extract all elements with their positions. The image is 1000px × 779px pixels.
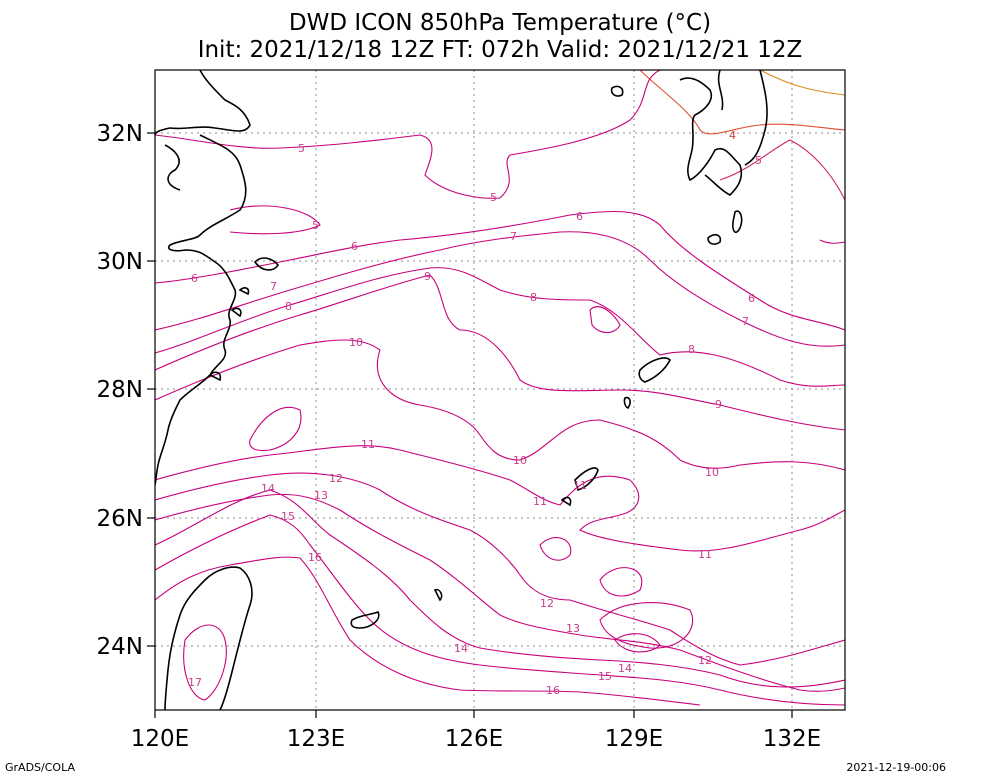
island-tanegashima <box>732 210 743 234</box>
plot-frame <box>154 69 846 711</box>
contour-label: 15 <box>281 510 295 523</box>
island-ryukyu-4 <box>623 396 631 410</box>
contour-label: 10 <box>513 454 527 467</box>
contour-label: 8 <box>530 291 537 304</box>
contour-11c <box>599 567 643 597</box>
contour-label: 16 <box>308 551 322 564</box>
contour-label: 11 <box>698 548 712 561</box>
contour-label: 12 <box>540 597 554 610</box>
coast-china <box>155 70 251 486</box>
contour-label: 11 <box>533 495 547 508</box>
contour-label: 8 <box>688 343 695 356</box>
x-axis-labels: 120E 123E 126E 129E 132E <box>131 726 821 752</box>
contour-label: 6 <box>576 210 583 223</box>
contour-label: 14 <box>454 642 468 655</box>
contour-label: 9 <box>424 270 431 283</box>
y-tick-label: 24N <box>97 634 143 660</box>
contour-11 <box>155 445 845 552</box>
contour-label: 11 <box>573 479 587 492</box>
island-yakushima <box>707 233 722 245</box>
x-tick-label: 123E <box>287 726 345 752</box>
contour-label: 12 <box>698 654 712 667</box>
contour-label: 14 <box>618 662 632 675</box>
grid <box>155 70 845 710</box>
island-goto <box>610 85 624 97</box>
coastlines <box>155 70 768 710</box>
contour-15 <box>155 514 845 706</box>
island-zhoushan <box>208 257 279 382</box>
contour-14b <box>614 633 661 653</box>
contour-6b <box>819 239 845 244</box>
axis-ticks <box>147 132 793 718</box>
contour-11b <box>539 537 572 561</box>
temperature-contours <box>155 70 845 706</box>
contour-16 <box>155 556 701 706</box>
island-ryukyu-6 <box>350 610 380 629</box>
contour-12 <box>155 472 845 666</box>
contour-7 <box>155 231 845 347</box>
contour-5b <box>155 70 661 199</box>
y-tick-label: 30N <box>97 249 143 275</box>
x-tick-label: 126E <box>445 726 503 752</box>
contour-label: 8 <box>285 300 292 313</box>
x-tick-label: 132E <box>763 726 821 752</box>
y-tick-label: 26N <box>97 506 143 532</box>
y-tick-label: 28N <box>97 377 143 403</box>
contour-label: 6 <box>748 292 755 305</box>
contour-label: 16 <box>546 684 560 697</box>
contour-10b <box>249 406 302 452</box>
contour-5 <box>719 139 845 201</box>
contour-label: 5 <box>298 142 305 155</box>
contour-label: 4 <box>729 129 736 142</box>
footer-timestamp: 2021-12-19-00:06 <box>846 761 946 774</box>
contour-label: 10 <box>349 336 363 349</box>
x-tick-label: 129E <box>605 726 663 752</box>
contour-10 <box>155 339 845 471</box>
island-kyushu <box>679 70 768 196</box>
chart-subtitle: Init: 2021/12/18 12Z FT: 072h Valid: 202… <box>197 37 803 63</box>
contour-label: 13 <box>566 622 580 635</box>
coast-taiwan <box>164 566 253 710</box>
contour-17 <box>183 624 227 701</box>
contour-13 <box>155 493 845 692</box>
contour-label: 13 <box>314 489 328 502</box>
contour-14 <box>155 489 845 688</box>
contour-label: 15 <box>598 670 612 683</box>
contour-label: 12 <box>329 472 343 485</box>
contour-13b <box>599 602 693 649</box>
contour-8 <box>155 267 845 387</box>
contour-4b <box>639 70 845 135</box>
contour-9 <box>155 274 845 431</box>
x-tick-label: 120E <box>131 726 189 752</box>
island-ryukyu-5 <box>433 588 443 602</box>
footer-credit: GrADS/COLA <box>5 761 75 774</box>
contour-label: 10 <box>705 466 719 479</box>
island-ryukyu-2 <box>574 467 599 491</box>
contour-8b <box>589 306 621 334</box>
contour-5c <box>229 205 321 235</box>
y-axis-labels: 32N 30N 28N 26N 24N <box>97 121 143 660</box>
contour-label: 14 <box>261 482 275 495</box>
contour-label: 9 <box>715 398 722 411</box>
contour-4 <box>759 70 845 96</box>
chart-title: DWD ICON 850hPa Temperature (°C) <box>288 10 712 36</box>
contour-label: 7 <box>742 315 749 328</box>
contour-label: 5 <box>312 219 319 232</box>
contour-label: 6 <box>191 272 198 285</box>
contour-label: 7 <box>510 230 517 243</box>
contour-6 <box>155 210 845 331</box>
contour-label: 11 <box>361 438 375 451</box>
y-tick-label: 32N <box>97 121 143 147</box>
contour-label: 5 <box>490 191 497 204</box>
contour-label: 7 <box>270 280 277 293</box>
contour-label: 6 <box>351 240 358 253</box>
island-ryukyu-1 <box>638 357 671 383</box>
island-ryukyu-3 <box>560 496 572 507</box>
contour-labels: 5 5 5 6 6 6 7 7 8 8 9 9 10 10 10 11 11 1… <box>188 129 762 697</box>
contour-label: 17 <box>188 676 202 689</box>
contour-label: 5 <box>755 154 762 167</box>
